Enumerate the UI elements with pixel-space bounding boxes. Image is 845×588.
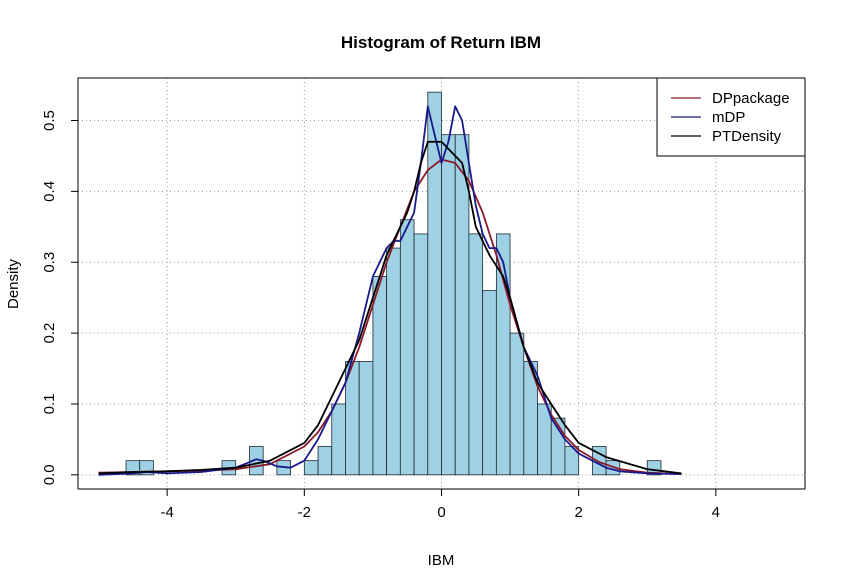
y-tick-label-0: 0.0 bbox=[41, 464, 58, 485]
histogram-bar-11 bbox=[386, 247, 401, 476]
y-tick-label-2: 0.2 bbox=[41, 323, 58, 344]
x-axis: -4 -2 0 2 4 bbox=[160, 488, 720, 521]
y-tick-label-5: 0.5 bbox=[41, 110, 58, 131]
histogram-bar-10 bbox=[372, 276, 388, 476]
histogram-bar-17 bbox=[468, 233, 484, 476]
x-tick-label-1: -2 bbox=[298, 504, 311, 521]
legend-label-2: PTDensity bbox=[712, 128, 782, 145]
legend-label-1: mDP bbox=[712, 109, 745, 126]
histogram-bar-6 bbox=[317, 446, 333, 476]
histogram-bar-18 bbox=[482, 290, 497, 476]
x-tick-label-0: -4 bbox=[160, 504, 173, 521]
histogram-bar-7 bbox=[331, 403, 346, 476]
histogram-bar-14 bbox=[427, 91, 442, 476]
legend: DPpackage mDP PTDensity bbox=[656, 77, 806, 157]
histogram-bar-20 bbox=[509, 332, 525, 476]
histogram-bar-13 bbox=[413, 233, 429, 476]
curve-mdp bbox=[98, 105, 682, 476]
y-axis-label: Density bbox=[5, 258, 22, 309]
histogram-bar-12 bbox=[399, 219, 415, 476]
x-tick-label-2: 0 bbox=[437, 504, 445, 521]
histogram-bar-15 bbox=[441, 134, 456, 476]
y-tick-label-3: 0.3 bbox=[41, 252, 58, 273]
y-tick-label-4: 0.4 bbox=[41, 181, 58, 202]
legend-label-0: DPpackage bbox=[712, 90, 790, 107]
chart-title: Histogram of Return IBM bbox=[341, 33, 541, 52]
histogram-bar-9 bbox=[358, 361, 374, 476]
histogram-bars bbox=[125, 91, 662, 476]
x-tick-label-4: 4 bbox=[712, 504, 720, 521]
y-axis: 0.0 0.1 0.2 0.3 0.4 0.5 bbox=[41, 110, 79, 485]
curve-ptdensity bbox=[98, 140, 682, 475]
x-axis-label: IBM bbox=[428, 552, 455, 569]
density-curves bbox=[98, 105, 682, 476]
y-tick-label-1: 0.1 bbox=[41, 394, 58, 415]
x-tick-label-3: 2 bbox=[574, 504, 582, 521]
histogram-bar-5 bbox=[303, 460, 319, 476]
